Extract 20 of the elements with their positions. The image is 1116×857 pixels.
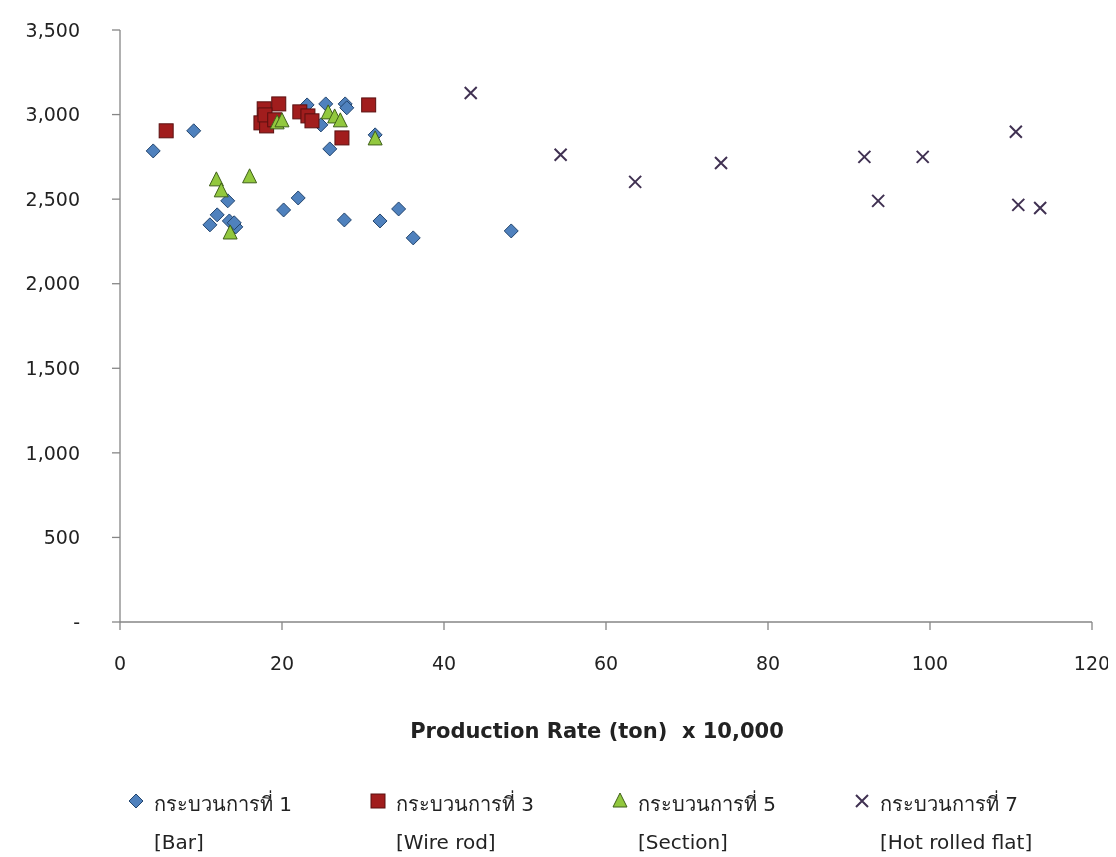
y-tick-label: 2,500 bbox=[25, 187, 80, 210]
y-tick-label: 1,000 bbox=[25, 441, 80, 464]
x-tick-label: 60 bbox=[593, 652, 619, 674]
x-tick-label: 80 bbox=[755, 652, 781, 674]
x-tick-label: 120 bbox=[1073, 652, 1111, 674]
legend-label: กระบวนการที่ 5 [Section] bbox=[638, 790, 777, 854]
x-tick-label: 0 bbox=[113, 652, 127, 674]
legend-label: กระบวนการที่ 1 [Bar] bbox=[154, 790, 293, 854]
legend-label: กระบวนการที่ 7 [Hot rolled flat] bbox=[880, 790, 1033, 854]
y-tick-label: 2,000 bbox=[25, 272, 80, 295]
y-tick-label: 3,500 bbox=[25, 18, 80, 41]
legend-label: กระบวนการที่ 3 [Wire rod] bbox=[396, 790, 535, 854]
x-tick-label: 20 bbox=[269, 652, 295, 674]
y-tick-label: 1,500 bbox=[25, 356, 80, 379]
x-tick-label: 100 bbox=[911, 652, 949, 674]
y-tick-label: - bbox=[73, 610, 80, 633]
x-axis-title: Production Rate (ton) x 10,000 bbox=[410, 719, 784, 743]
y-tick-label: 500 bbox=[43, 526, 80, 549]
x-tick-label: 40 bbox=[431, 652, 457, 674]
y-tick-label: 3,000 bbox=[25, 103, 80, 126]
